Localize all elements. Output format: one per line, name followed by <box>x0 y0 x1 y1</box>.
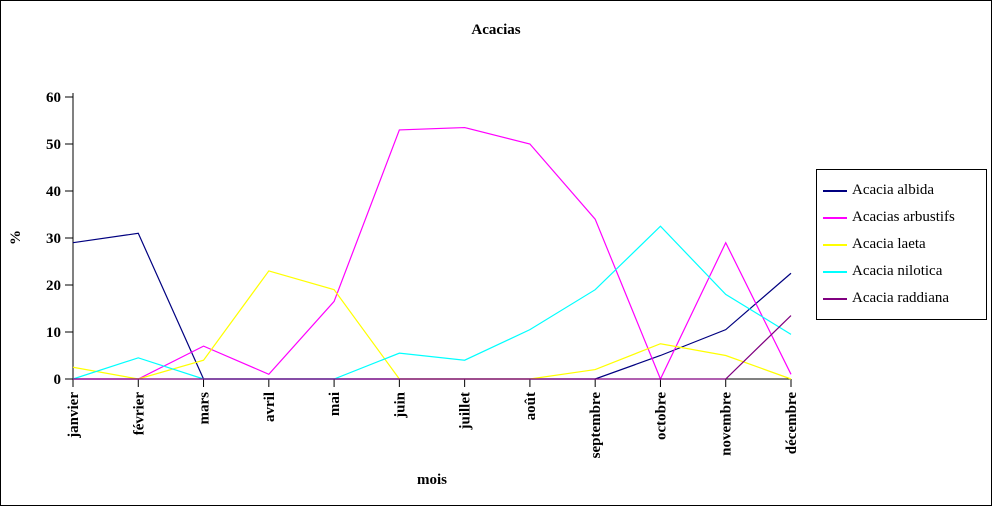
series-line-acacia-raddiana <box>73 315 792 380</box>
legend-label: Acacia nilotica <box>852 263 943 279</box>
x-tick-label: octobre <box>653 392 669 440</box>
y-tick-label: 20 <box>46 278 61 294</box>
legend-line-marker <box>823 297 847 300</box>
x-tick-label: avril <box>262 392 278 422</box>
legend-label: Acacia laeta <box>852 236 926 252</box>
legend-label: Acacias arbustifs <box>852 209 955 225</box>
x-tick-label: août <box>523 392 539 420</box>
legend: Acacia albida Acacias arbustifs Acacia lae… <box>816 169 987 320</box>
legend-line-marker <box>823 243 847 246</box>
y-tick-label: 30 <box>46 231 61 247</box>
legend-line-marker <box>823 270 847 273</box>
x-tick-label: mars <box>197 392 213 425</box>
x-tick-label: novembre <box>719 392 735 456</box>
series-line-acacia-nilotica <box>72 225 792 380</box>
y-tick-label: 50 <box>46 137 61 153</box>
y-tick-label: 10 <box>46 325 61 341</box>
legend-item-acacias-arbustifs: Acacias arbustifs <box>823 210 980 225</box>
x-tick-label: juillet <box>458 392 474 431</box>
x-tick-label: janvier <box>66 392 82 439</box>
x-tick-label: décembre <box>784 392 800 455</box>
legend-label: Acacia albida <box>852 182 935 198</box>
y-tick-label: 0 <box>54 372 62 388</box>
legend-item-acacia-albida: Acacia albida <box>823 183 980 198</box>
series-line-acacias-arbustifs <box>73 126 792 381</box>
legend-item-acacia-raddiana: Acacia raddiana <box>823 291 980 306</box>
x-tick-label: juin <box>392 391 408 419</box>
x-tick-label: février <box>131 392 147 436</box>
legend-item-acacia-laeta: Acacia laeta <box>823 237 980 252</box>
legend-item-acacia-nilotica: Acacia nilotica <box>823 264 980 279</box>
y-tick-label: 40 <box>46 184 61 200</box>
x-tick-label: mai <box>327 392 343 416</box>
x-tick-label: septembre <box>588 392 604 459</box>
chart-title: Acacias <box>471 22 521 38</box>
legend-line-marker <box>823 189 847 192</box>
x-axis-title: mois <box>417 472 447 488</box>
series-line-acacia-laeta <box>72 270 792 380</box>
legend-line-marker <box>823 216 847 219</box>
legend-label: Acacia raddiana <box>852 290 950 306</box>
y-tick-label: 60 <box>46 90 61 106</box>
